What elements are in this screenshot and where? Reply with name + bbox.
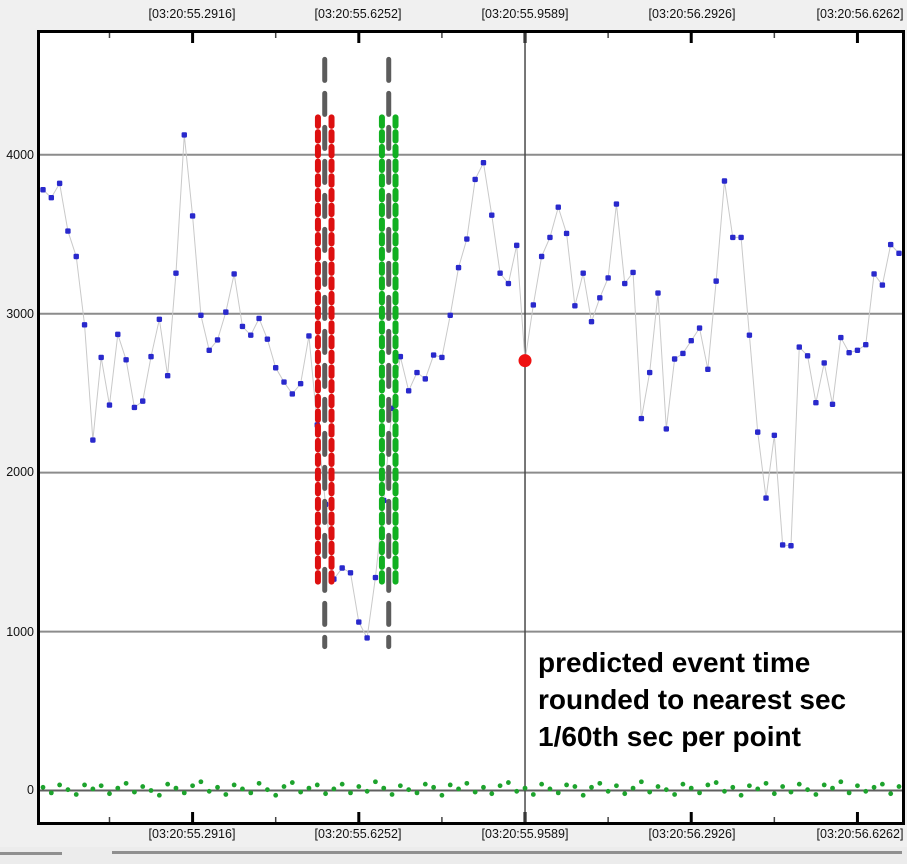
x-axis-label-top-5: [03:20:56.6262] (816, 7, 904, 21)
x-axis-label-bottom-2: [03:20:55.6252] (314, 827, 402, 841)
event-point-dot (518, 354, 532, 368)
chart-canvas[interactable] (40, 33, 902, 822)
x-axis-label-top-2: [03:20:55.6252] (314, 7, 402, 21)
annotation-line-1: predicted event time (538, 647, 811, 678)
horizontal-scrollbar[interactable] (112, 851, 902, 854)
signal-points (40, 132, 902, 641)
predicted-event-marker-red (314, 56, 335, 650)
detected-event-marker-green (378, 56, 399, 650)
x-axis-label-top-1: [03:20:55.2916] (148, 7, 236, 21)
x-axis-label-top-3: [03:20:55.9589] (481, 7, 569, 21)
annotation-line-2: rounded to nearest sec (538, 684, 847, 715)
y-axis-label-1000: 1000 (6, 625, 34, 639)
signal-connector-line (42, 134, 900, 640)
x-axis-label-bottom-3: [03:20:55.9589] (481, 827, 569, 841)
x-axis-label-bottom-5: [03:20:56.6262] (816, 827, 904, 841)
x-axis-label-top-4: [03:20:56.2926] (648, 7, 736, 21)
window-resize-grip[interactable] (0, 852, 62, 855)
annotation-text: predicted event time rounded to nearest … (538, 644, 846, 755)
plot-area (37, 30, 905, 825)
x-axis-label-bottom-4: [03:20:56.2926] (648, 827, 736, 841)
zero-baseline-points (40, 779, 902, 798)
y-axis-label-4000: 4000 (6, 148, 34, 162)
y-axis-label-3000: 3000 (6, 307, 34, 321)
y-axis-label-0: 0 (27, 783, 34, 797)
annotation-line-3: 1/60th sec per point (538, 721, 801, 752)
y-axis-label-2000: 2000 (6, 465, 34, 479)
x-axis-label-bottom-1: [03:20:55.2916] (148, 827, 236, 841)
bottom-panel-strip (0, 847, 907, 864)
